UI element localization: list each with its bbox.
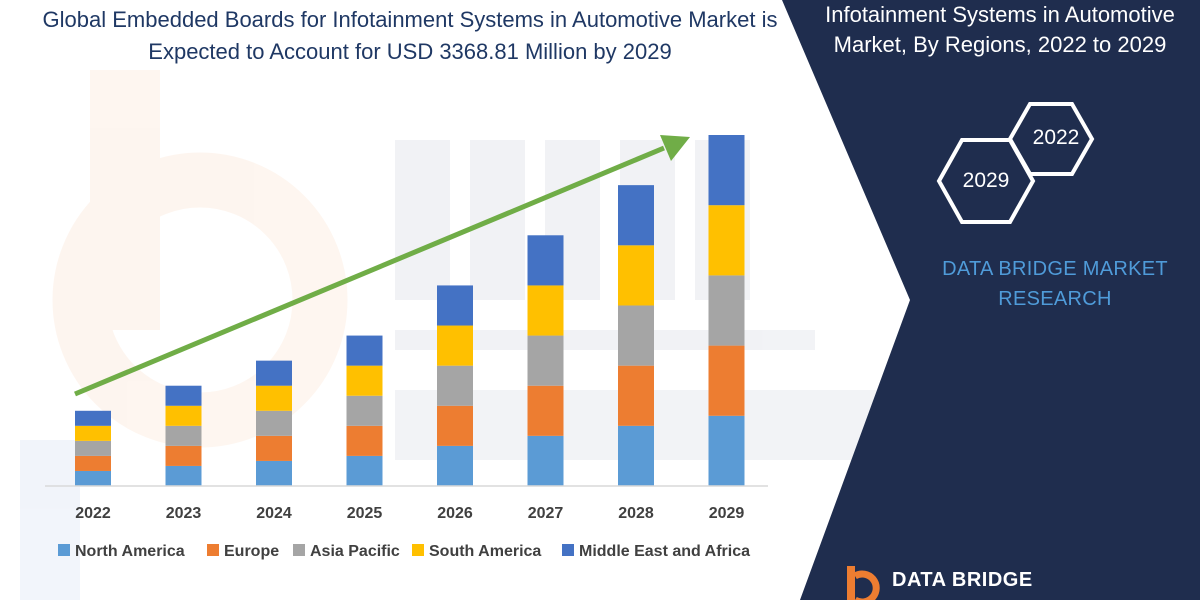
x-tick-label: 2028 xyxy=(618,505,654,522)
bar-2023-asia-pacific xyxy=(165,425,202,446)
legend-label: Europe xyxy=(224,543,279,560)
hex-label-2029: 2029 xyxy=(962,169,1010,192)
legend-label: Middle East and Africa xyxy=(579,543,750,560)
bar-2024-asia-pacific xyxy=(256,410,292,436)
bar-2029-north-america xyxy=(708,415,745,486)
bar-2028-south-america xyxy=(618,245,654,306)
x-tick-label: 2027 xyxy=(528,505,564,522)
legend-swatch xyxy=(58,544,70,556)
legend-swatch xyxy=(562,544,574,556)
bar-2028-north-america xyxy=(618,425,654,486)
legend-swatch xyxy=(293,544,305,556)
bar-2023-europe xyxy=(165,445,202,466)
chart-title: Global Embedded Boards for Infotainment … xyxy=(42,7,778,64)
bar-2028-middle-east-and-africa xyxy=(618,185,654,246)
x-tick-label: 2026 xyxy=(437,505,473,522)
brand-name: DATA BRIDGE MARKET RESEARCH xyxy=(942,258,1168,310)
bar-2027-north-america xyxy=(527,435,564,486)
x-tick-label: 2029 xyxy=(709,505,745,522)
bar-2027-middle-east-and-africa xyxy=(527,235,564,286)
bar-2025-south-america xyxy=(346,365,383,396)
x-tick-label: 2024 xyxy=(256,505,292,522)
bar-2026-europe xyxy=(437,405,473,446)
trend-arrow-line xyxy=(74,145,665,397)
bar-2027-asia-pacific xyxy=(527,335,564,386)
bar-2028-europe xyxy=(618,365,654,426)
bar-2024-middle-east-and-africa xyxy=(256,360,292,386)
bar-2025-europe xyxy=(346,425,383,456)
bar-2025-middle-east-and-africa xyxy=(346,335,383,366)
logo-text: DATA BRIDGE xyxy=(892,569,1033,591)
legend-label: South America xyxy=(429,543,541,560)
bar-2029-asia-pacific xyxy=(708,275,745,346)
bar-2023-north-america xyxy=(165,465,202,486)
bar-2024-europe xyxy=(256,435,292,461)
x-tick-label: 2023 xyxy=(166,505,202,522)
bar-2027-europe xyxy=(527,385,564,436)
hex-label-2022: 2022 xyxy=(1032,126,1080,149)
bar-2022-middle-east-and-africa xyxy=(75,410,111,426)
bar-2028-asia-pacific xyxy=(618,305,654,366)
bar-2026-asia-pacific xyxy=(437,365,473,406)
legend-label: North America xyxy=(75,543,185,560)
bar-2025-north-america xyxy=(346,455,383,486)
bar-2026-south-america xyxy=(437,325,473,366)
bar-2029-europe xyxy=(708,345,745,416)
right-panel-title: Infotainment Systems in Automotive Marke… xyxy=(825,2,1175,57)
legend-swatch xyxy=(207,544,219,556)
x-tick-label: 2022 xyxy=(75,505,111,522)
bar-2022-south-america xyxy=(75,425,111,441)
bar-2027-south-america xyxy=(527,285,564,336)
bar-2026-north-america xyxy=(437,445,473,486)
bar-2022-europe xyxy=(75,455,111,471)
bar-2024-south-america xyxy=(256,385,292,411)
x-tick-label: 2025 xyxy=(347,505,383,522)
legend-label: Asia Pacific xyxy=(310,543,400,560)
bar-2023-south-america xyxy=(165,405,202,426)
bar-2029-south-america xyxy=(708,205,745,276)
trend-arrow-head-icon xyxy=(660,135,690,161)
bar-2025-asia-pacific xyxy=(346,395,383,426)
databridge-logo-icon xyxy=(847,566,880,600)
bar-2022-asia-pacific xyxy=(75,440,111,456)
stacked-bar-chart: 2022 2023 2024 2025 2026 2027 2028 2029 North A… xyxy=(45,135,768,560)
bar-2026-middle-east-and-africa xyxy=(437,285,473,326)
legend-swatch xyxy=(412,544,424,556)
bar-2022-north-america xyxy=(75,470,111,486)
bar-2023-middle-east-and-africa xyxy=(165,385,202,406)
bar-2024-north-america xyxy=(256,460,292,486)
bar-2029-middle-east-and-africa xyxy=(708,135,745,206)
